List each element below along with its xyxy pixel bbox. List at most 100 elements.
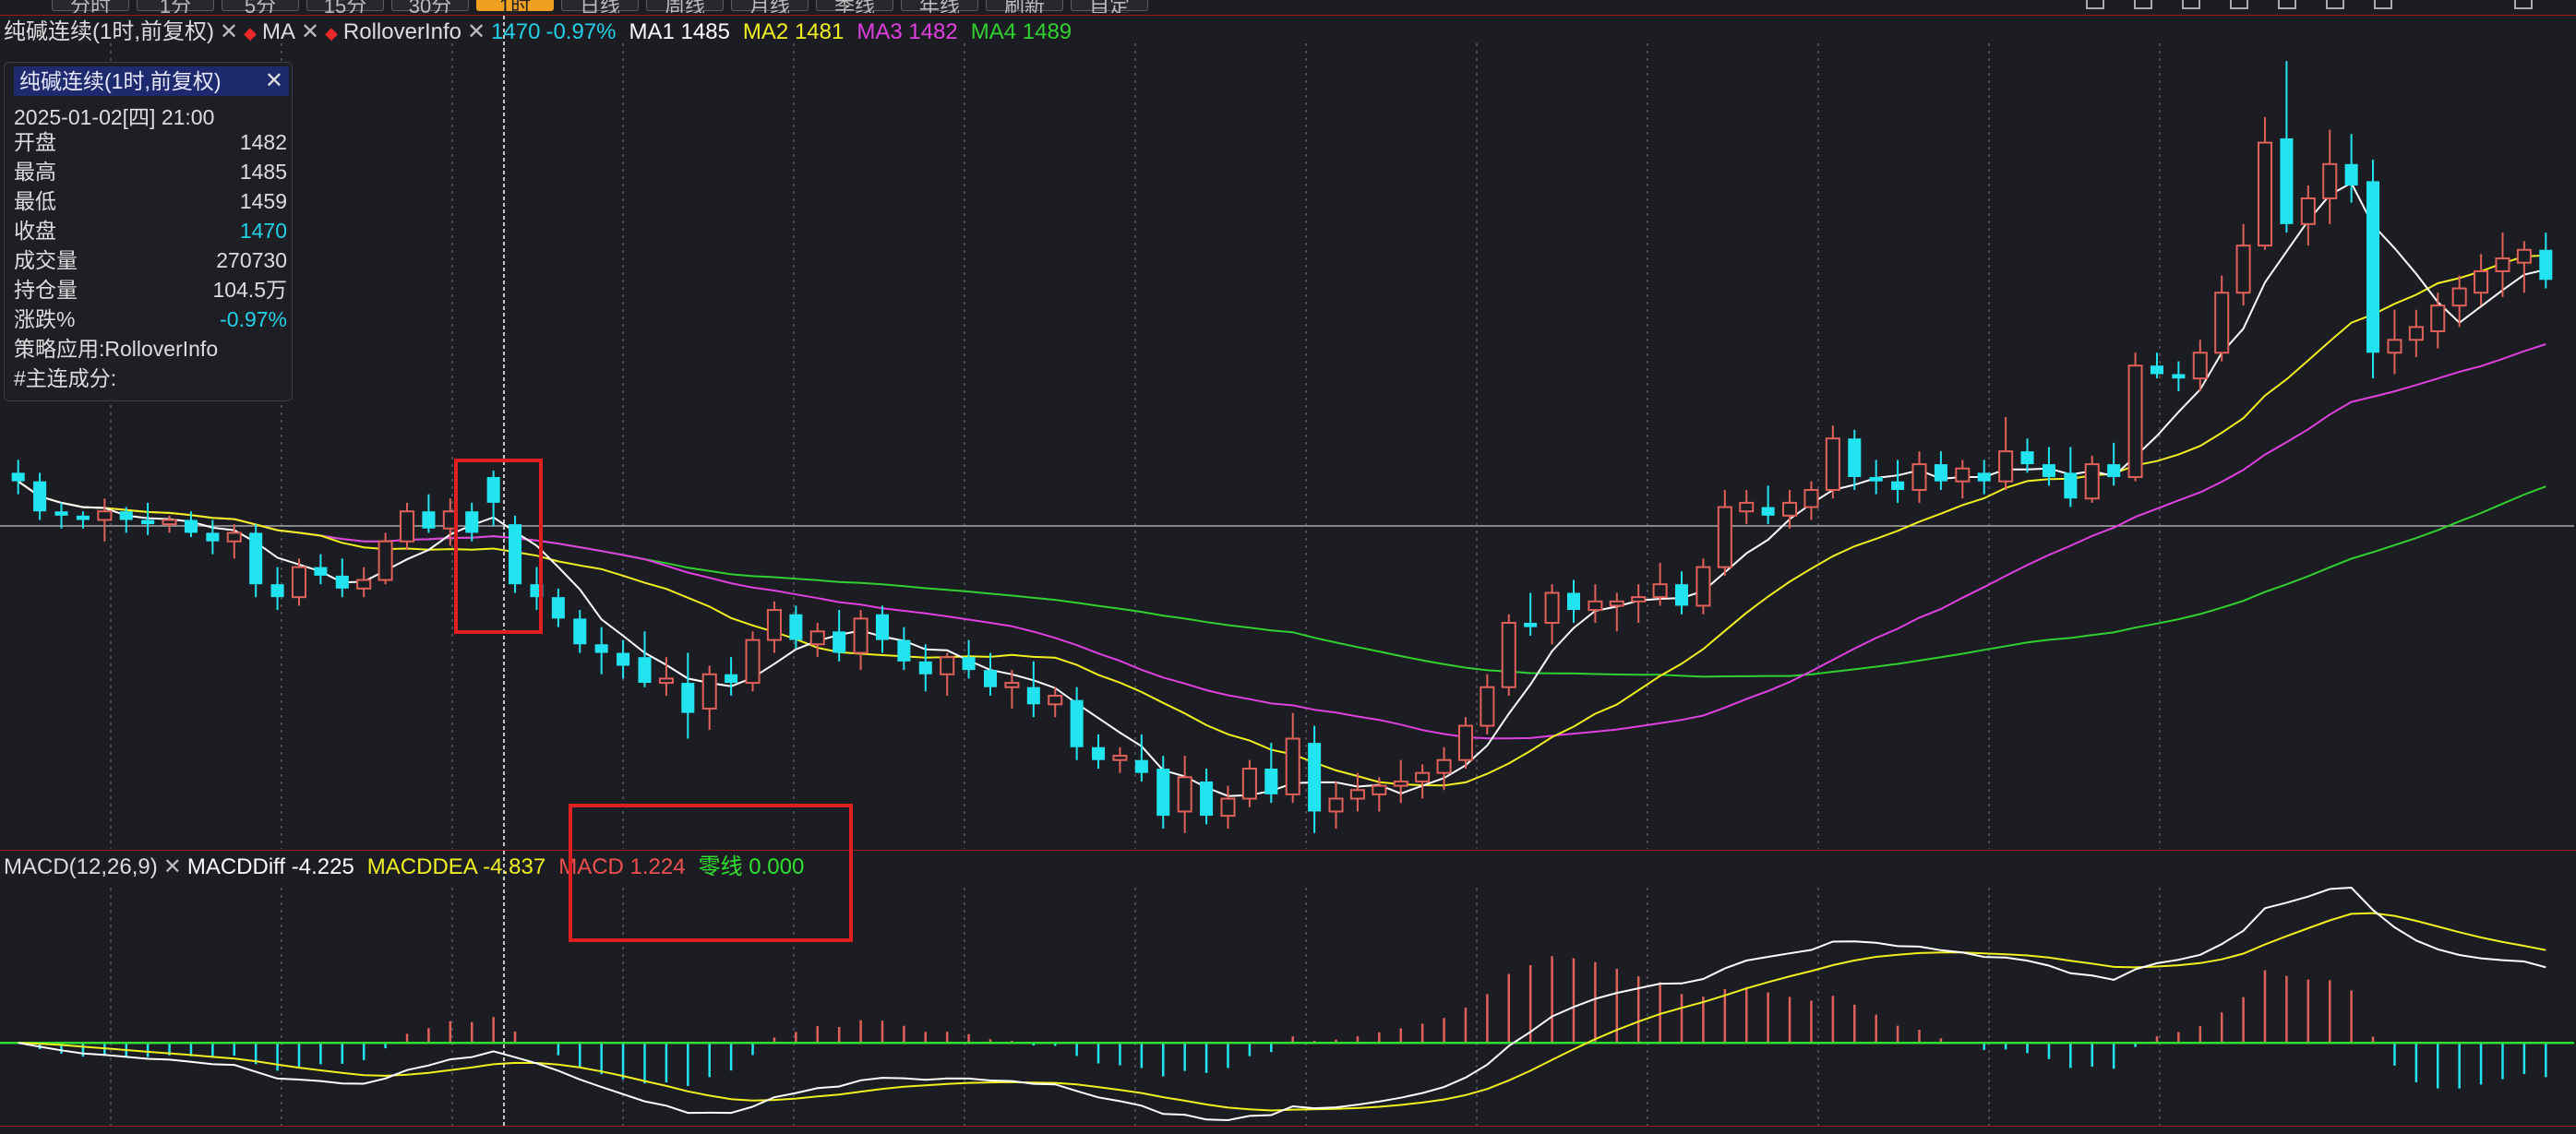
candle-body-up <box>1220 797 1236 818</box>
window-control-icon[interactable] <box>2514 0 2533 9</box>
candle-body-down <box>725 674 738 684</box>
period-button[interactable]: 自定 <box>1071 0 1148 13</box>
candle-body-down <box>11 472 25 482</box>
candle-body-up <box>701 673 717 710</box>
candle-body-down <box>509 524 522 585</box>
window-control-icon[interactable] <box>2134 0 2152 9</box>
info-value: 1459 <box>239 189 287 213</box>
candle-body-up <box>400 510 415 543</box>
period-toolbar: 分时 1分 5分 15分 30分 1时 日线 周线 月线 季线 年线 刷新 自定 <box>0 0 2576 13</box>
candle-body-up <box>853 617 869 654</box>
candle-body-up <box>1480 686 1495 727</box>
ma2-line <box>18 254 2546 787</box>
period-button[interactable]: 30分 <box>391 0 469 13</box>
candle-body-up <box>1911 463 1927 491</box>
info-label: 持仓量 <box>14 278 78 302</box>
candle-body-down <box>184 519 198 533</box>
macd-diff-value: MACDDiff -4.225 <box>186 854 354 879</box>
period-button[interactable]: 分时 <box>52 0 129 13</box>
candle-body-up <box>766 609 782 641</box>
window-control-icon[interactable] <box>2230 0 2248 9</box>
candle-body-down <box>1156 769 1170 817</box>
candle-body-down <box>1134 759 1148 773</box>
info-label: 最低 <box>14 189 56 213</box>
candlestick-chart[interactable] <box>0 16 2574 849</box>
period-button[interactable]: 15分 <box>306 0 384 13</box>
candle-body-up <box>2257 141 2273 247</box>
candle-body-up <box>1285 737 1300 795</box>
period-button[interactable]: 1分 <box>137 0 214 13</box>
price-legend: 纯碱连续(1时,前复权) ✕ ◆ MA ✕ ◆ RolloverInfo ✕ 1470 -0.97… <box>4 16 1077 49</box>
period-button[interactable]: 年线 <box>901 0 978 13</box>
candle-body-down <box>2280 137 2294 224</box>
info-label: 开盘 <box>14 130 56 154</box>
candle-body-down <box>2020 451 2034 465</box>
zero-line-value: 零线 0.000 <box>698 854 805 879</box>
candle-body-up <box>97 510 113 521</box>
candle-body-down <box>833 631 846 653</box>
period-button[interactable]: 周线 <box>646 0 724 13</box>
candle-body-up <box>1004 682 1020 688</box>
period-button[interactable]: 1时 <box>476 0 554 13</box>
candle-body-up <box>1415 771 1431 782</box>
candle-body-down <box>1566 592 1581 611</box>
candle-body-down <box>962 657 976 671</box>
candle-body-up <box>2235 245 2251 294</box>
info-row-close: 收盘 1470 <box>14 216 287 245</box>
rollover-indicator-label[interactable]: RolloverInfo <box>342 19 461 44</box>
candle-body-down <box>2107 464 2121 478</box>
ma-indicator-label[interactable]: MA <box>261 19 295 44</box>
candle-body-up <box>1782 501 1798 517</box>
period-button[interactable]: 季线 <box>816 0 893 13</box>
candle-body-up <box>1631 596 1647 603</box>
candle-body-up <box>2451 287 2467 307</box>
info-label: 最高 <box>14 160 56 184</box>
macd-indicator-name[interactable]: MACD(12,26,9) <box>4 854 158 879</box>
candle-body-down <box>551 597 565 619</box>
candle-body-up <box>2192 352 2208 380</box>
period-button[interactable]: 5分 <box>222 0 299 13</box>
info-row-change-pct: 涨跌% -0.97% <box>14 304 287 334</box>
candle-body-down <box>2344 163 2358 186</box>
candle-body-up <box>1372 784 1387 795</box>
candle-body-down <box>2150 365 2163 375</box>
candle-body-up <box>1544 591 1560 625</box>
candle-body-up <box>1436 758 1452 774</box>
close-icon[interactable]: ✕ <box>466 19 486 44</box>
price-pane[interactable]: 纯碱连续(1时,前复权) ✕ ◆ MA ✕ ◆ RolloverInfo ✕ 1470 -0.97… <box>0 15 2576 850</box>
close-icon[interactable]: ✕ <box>220 19 239 44</box>
candle-body-up <box>940 656 955 675</box>
candle-body-up <box>1739 501 1755 513</box>
candle-body-down <box>1200 781 1214 817</box>
close-icon[interactable]: ✕ <box>264 68 283 93</box>
period-button[interactable]: 刷新 <box>986 0 1063 13</box>
info-row-volume: 成交量 270730 <box>14 245 287 275</box>
close-icon[interactable]: ✕ <box>162 854 182 879</box>
candle-body-up <box>1998 450 2014 483</box>
candle-body-down <box>1524 623 1538 627</box>
candle-body-up <box>226 531 242 543</box>
candle-body-up <box>356 579 372 590</box>
candle-body-down <box>617 652 630 666</box>
window-control-icon[interactable] <box>2326 0 2344 9</box>
candle-body-up <box>2322 162 2338 199</box>
window-control-icon[interactable] <box>2374 0 2392 9</box>
candle-body-up <box>2474 269 2489 294</box>
window-control-icon[interactable] <box>2182 0 2200 9</box>
candle-body-down <box>33 481 47 512</box>
macd-chart[interactable] <box>0 851 2574 1126</box>
window-control-icon[interactable] <box>2278 0 2296 9</box>
info-value: 270730 <box>216 248 287 272</box>
candle-body-up <box>1112 755 1128 761</box>
candle-body-down <box>76 515 90 520</box>
window-control-icon[interactable] <box>2086 0 2104 9</box>
candle-body-up <box>2214 292 2230 354</box>
period-button[interactable]: 日线 <box>561 0 639 13</box>
candle-body-down <box>314 567 328 576</box>
macd-pane[interactable]: MACD(12,26,9) ✕ MACDDiff -4.225 MACDDEA -4.… <box>0 850 2576 1127</box>
candle-body-up <box>2408 326 2424 341</box>
period-button[interactable]: 月线 <box>731 0 809 13</box>
close-icon[interactable]: ✕ <box>300 19 320 44</box>
candle-body-down <box>983 670 998 687</box>
